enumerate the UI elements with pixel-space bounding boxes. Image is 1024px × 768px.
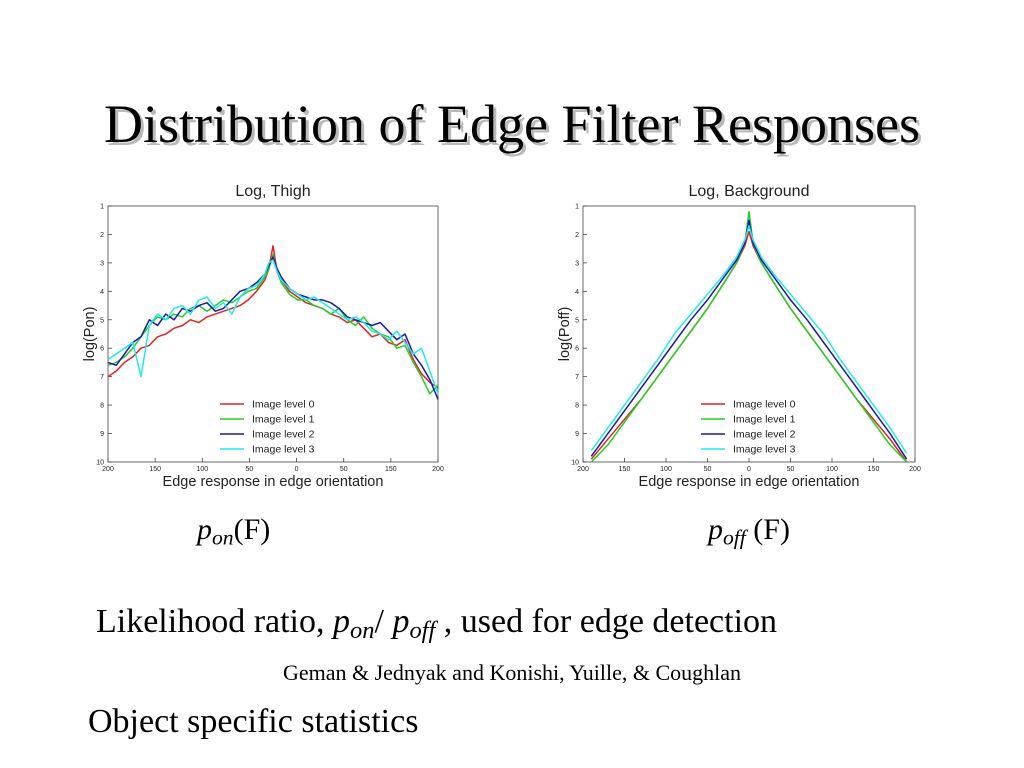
background-y-tick-label: 4	[575, 289, 579, 296]
thigh-series-line-level-1	[107, 253, 439, 395]
background-x-tick-label: 100	[826, 466, 838, 473]
likelihood-p-on: p	[333, 603, 351, 640]
caption-p-on-symbol: p	[197, 513, 212, 546]
thigh-legend-label: Image level 1	[252, 414, 315, 426]
caption-p-off-symbol: p	[708, 513, 723, 546]
background-x-tick-label: 200	[577, 466, 589, 473]
background-series-line-level-3	[590, 225, 908, 454]
background-x-tick-label: 0	[747, 466, 751, 473]
caption-p-on-subscript: on	[212, 525, 234, 550]
thigh-x-tick-label: 150	[385, 466, 397, 473]
thigh-y-tick-label: 4	[100, 289, 104, 296]
likelihood-suffix: , used for edge detection	[435, 603, 778, 640]
background-title: Log, Background	[689, 183, 810, 200]
background-y-tick-label: 5	[575, 317, 579, 324]
thigh-y-tick-label: 10	[96, 460, 104, 467]
thigh-legend-label: Image level 3	[252, 444, 315, 456]
background-legend-label: Image level 1	[733, 414, 796, 426]
background-series-line-level-0	[590, 230, 908, 463]
background-y-tick-label: 9	[575, 431, 579, 438]
object-statistics-line: Object specific statistics	[88, 703, 419, 740]
thigh-x-tick-label: 100	[196, 466, 208, 473]
caption-p-off-argument: (F)	[745, 513, 790, 546]
likelihood-slash: /	[374, 603, 393, 640]
caption-p-off: poff (F)	[708, 510, 790, 557]
thigh-series-line-level-2	[107, 256, 439, 400]
caption-p-on: pon(F)	[197, 510, 270, 557]
thigh-title: Log, Thigh	[235, 183, 310, 200]
background-x-tick-label: 150	[868, 466, 880, 473]
background-y-tick-label: 7	[575, 374, 579, 381]
background-y-tick-label: 6	[575, 346, 579, 353]
thigh-y-tick-label: 1	[100, 204, 104, 211]
background-legend-label: Image level 2	[733, 429, 796, 441]
thigh-x-axis-label: Edge response in edge orientation	[163, 474, 384, 490]
thigh-y-tick-label: 6	[100, 346, 104, 353]
background-y-tick-label: 10	[571, 460, 579, 467]
background-x-tick-label: 100	[660, 466, 672, 473]
thigh-legend-label: Image level 2	[252, 429, 315, 441]
likelihood-p-on-subscript: on	[350, 617, 375, 645]
background-x-tick-label: 50	[704, 466, 712, 473]
chart-log-background: Log, Background 1 2 3 4 5 6 7 8 9 10 200 150 100 50 0 50…	[553, 170, 923, 500]
thigh-x-tick-label: 0	[295, 466, 299, 473]
likelihood-ratio-line: Likelihood ratio, pon/ poff , used for e…	[96, 600, 777, 653]
background-y-tick-label: 2	[575, 232, 579, 239]
background-x-tick-label: 150	[619, 466, 631, 473]
thigh-y-tick-label: 8	[100, 403, 104, 410]
background-series-line-level-2	[590, 219, 908, 460]
thigh-series-line-level-3	[107, 259, 439, 394]
thigh-y-tick-label: 2	[100, 232, 104, 239]
background-y-tick-label: 8	[575, 403, 579, 410]
credits-line: Geman & Jednyak and Konishi, Yuille, & C…	[282, 660, 742, 685]
thigh-x-tick-label: 200	[102, 466, 114, 473]
thigh-y-tick-label: 3	[100, 260, 104, 267]
background-legend-label: Image level 0	[733, 399, 796, 411]
background-x-tick-label: 200	[909, 466, 921, 473]
background-y-tick-label: 3	[575, 260, 579, 267]
background-legend-label: Image level 3	[733, 444, 796, 456]
thigh-plot-frame	[107, 205, 439, 463]
caption-p-off-subscript: off	[723, 525, 746, 550]
background-y-tick-label: 1	[575, 204, 579, 211]
slide-title: Distribution of Edge Filter Responses	[104, 94, 920, 154]
thigh-legend-label: Image level 0	[252, 399, 315, 411]
background-x-axis-label: Edge response in edge orientation	[639, 474, 860, 490]
thigh-y-tick-label: 9	[100, 431, 104, 438]
chart-log-thigh: Log, Thigh 1 2 3 4 5 6 7 8 9 10 200 150 100 50 0 50 150 20…	[78, 170, 448, 500]
caption-p-on-argument: (F)	[233, 513, 271, 546]
thigh-y-axis-label: log(Pon)	[82, 307, 98, 362]
thigh-x-tick-label: 150	[149, 466, 161, 473]
thigh-x-tick-label: 50	[246, 466, 254, 473]
thigh-y-tick-label: 5	[100, 317, 104, 324]
thigh-x-tick-label: 50	[340, 466, 348, 473]
thigh-x-tick-label: 200	[432, 466, 444, 473]
background-series-line-level-1	[590, 210, 908, 463]
likelihood-p-off: p	[392, 603, 410, 640]
background-x-tick-label: 50	[787, 466, 795, 473]
likelihood-p-off-subscript: off	[409, 617, 436, 645]
background-y-axis-label: log(Poff)	[557, 307, 573, 362]
likelihood-prefix: Likelihood ratio,	[96, 603, 334, 640]
thigh-y-tick-label: 7	[100, 374, 104, 381]
